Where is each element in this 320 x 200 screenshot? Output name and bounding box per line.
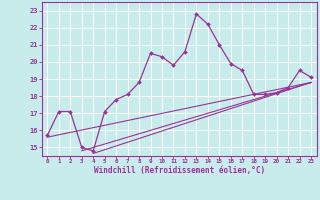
- X-axis label: Windchill (Refroidissement éolien,°C): Windchill (Refroidissement éolien,°C): [94, 166, 265, 175]
